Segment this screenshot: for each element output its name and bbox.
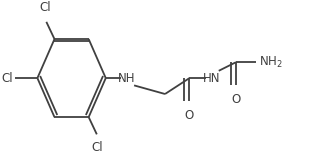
Text: NH$_2$: NH$_2$ bbox=[259, 55, 283, 70]
Text: O: O bbox=[185, 108, 194, 122]
Text: Cl: Cl bbox=[92, 141, 103, 154]
Text: O: O bbox=[232, 93, 241, 106]
Text: Cl: Cl bbox=[39, 1, 50, 14]
Text: NH: NH bbox=[118, 72, 136, 85]
Text: HN: HN bbox=[203, 72, 220, 85]
Text: Cl: Cl bbox=[1, 72, 13, 85]
